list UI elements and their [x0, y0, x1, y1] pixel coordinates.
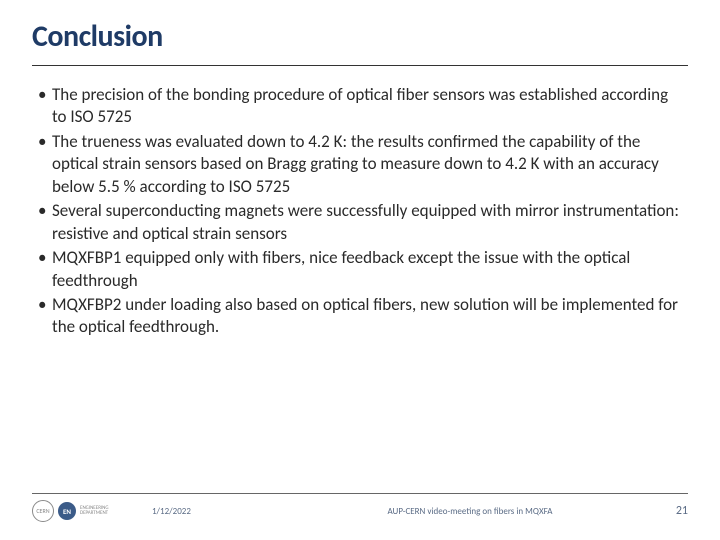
bullet-text: The precision of the bonding procedure o…	[52, 84, 682, 129]
bullet-item: • MQXFBP1 equipped only with fibers, nic…	[38, 247, 682, 292]
bullet-text: MQXFBP2 under loading also based on opti…	[52, 294, 682, 339]
footer-row: CERN EN ENGINEERING DEPARTMENT 1/12/2022…	[32, 500, 688, 522]
bullet-dot: •	[38, 294, 52, 339]
bullet-item: • MQXFBP2 under loading also based on op…	[38, 294, 682, 339]
footer-logos: CERN EN ENGINEERING DEPARTMENT	[32, 500, 152, 522]
en-logo-subtext: ENGINEERING DEPARTMENT	[80, 506, 109, 516]
en-logo-group: EN	[58, 502, 76, 520]
bullet-dot: •	[38, 131, 52, 198]
body-content: • The precision of the bonding procedure…	[32, 84, 688, 339]
bullet-item: • The precision of the bonding procedure…	[38, 84, 682, 129]
slide-title: Conclusion	[32, 18, 688, 55]
bullet-item: • The trueness was evaluated down to 4.2…	[38, 131, 682, 198]
cern-logo-icon: CERN	[32, 500, 54, 522]
title-rule	[32, 65, 688, 66]
bullet-dot: •	[38, 200, 52, 245]
bullet-text: MQXFBP1 equipped only with fibers, nice …	[52, 247, 682, 292]
slide: Conclusion • The precision of the bondin…	[0, 0, 720, 540]
en-logo-icon: EN	[58, 502, 76, 520]
bullet-dot: •	[38, 247, 52, 292]
bullet-text: The trueness was evaluated down to 4.2 K…	[52, 131, 682, 198]
bullet-text: Several superconducting magnets were suc…	[52, 200, 682, 245]
footer-date: 1/12/2022	[152, 506, 292, 517]
bullet-item: • Several superconducting magnets were s…	[38, 200, 682, 245]
footer-meeting: AUP-CERN video-meeting on fibers in MQXF…	[292, 506, 648, 517]
footer-page-number: 21	[648, 504, 688, 518]
footer-rule	[32, 493, 688, 494]
bullet-dot: •	[38, 84, 52, 129]
footer: CERN EN ENGINEERING DEPARTMENT 1/12/2022…	[32, 493, 688, 522]
